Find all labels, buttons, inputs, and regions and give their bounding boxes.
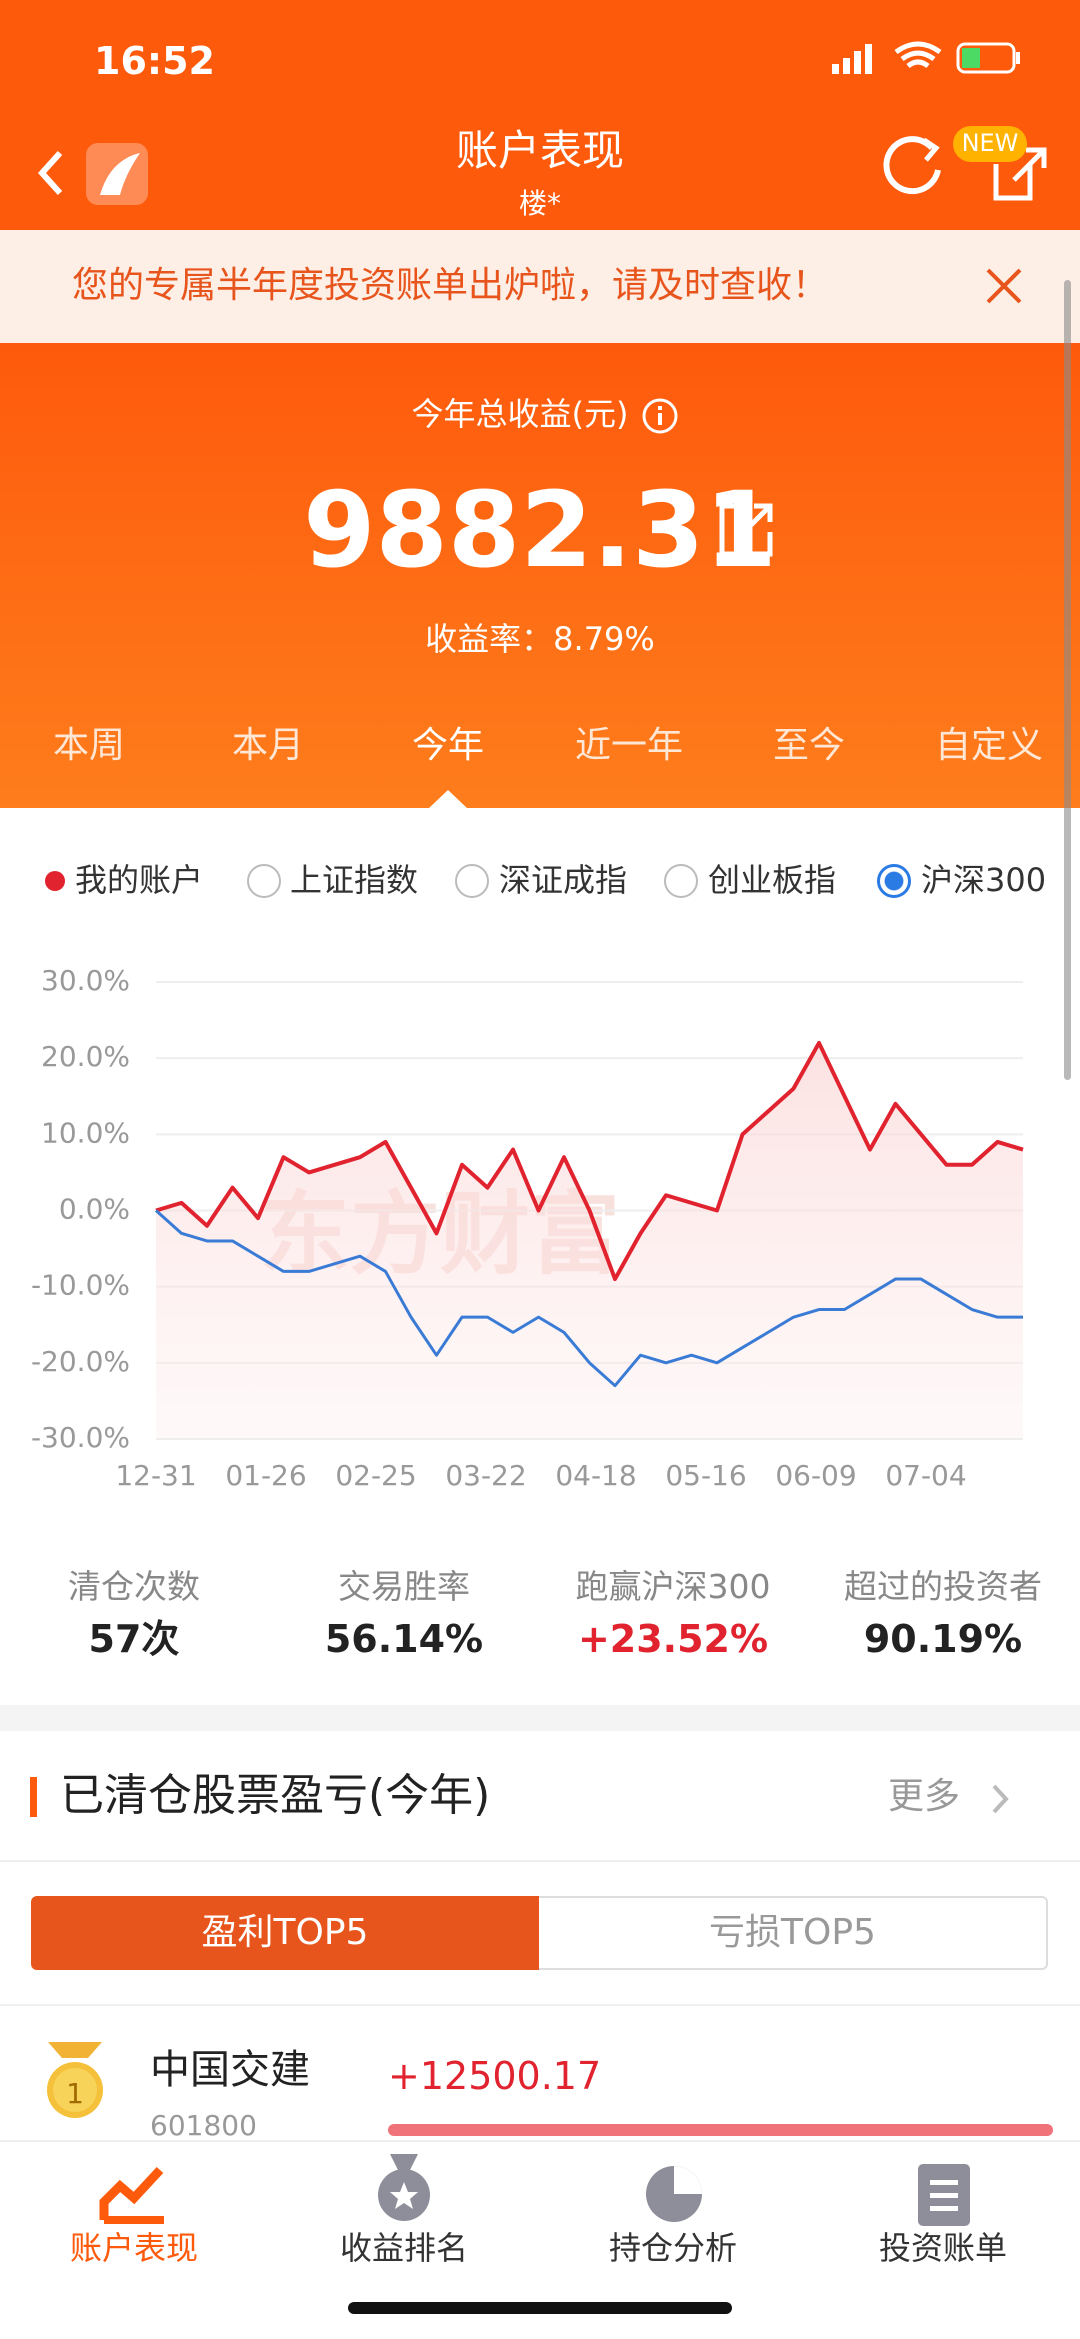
x-tick-label: 01-26 [225,1459,306,1492]
new-badge: NEW [961,129,1019,157]
period-tab[interactable]: 本月 [231,725,304,766]
period-tab[interactable]: 自定义 [934,725,1043,766]
summary-bg [0,343,1080,808]
stat-label: 超过的投资者 [844,1567,1042,1606]
y-tick-label: 30.0% [41,964,130,997]
share-icon[interactable] [716,500,776,560]
rank: 1 [66,2077,84,2110]
divider [0,1860,1080,1862]
area [156,1042,1023,1439]
x-tick-label: 04-18 [555,1459,636,1492]
status-icons [832,41,1020,74]
period-tab[interactable]: 今年 [411,725,484,766]
y-tick-label: -10.0% [31,1269,130,1302]
stat-value: 57次 [88,1617,180,1661]
y-tick-label: -20.0% [31,1345,130,1378]
legend-marker[interactable] [877,864,911,898]
banner-text: 您的专属半年度投资账单出炉啦，请及时查收！ [72,265,829,306]
x-tick-label: 06-09 [775,1459,856,1492]
y-tick-label: 10.0% [41,1116,130,1149]
toggle-label: 盈利TOP5 [201,1912,369,1953]
stats-row: 清仓次数 57次 交易胜率 56.14% 跑赢沪深300 +23.52% 超过的投资者 90.… [0,1560,1080,1670]
y-tick-label: -30.0% [31,1421,130,1454]
stock-code: 601800 [150,2109,257,2142]
nav-labels: 账户表现 收益排名 持仓分析 投资账单 [0,2232,1080,2272]
stat-label: 清仓次数 [68,1567,200,1606]
stat-value: 90.19% [863,1617,1023,1661]
x-tick-label: 03-22 [445,1459,526,1492]
toggle-inactive[interactable] [539,1896,1048,1970]
legend-marker[interactable] [455,864,489,898]
period-tab[interactable]: 至今 [772,725,845,766]
x-tick-label: 12-31 [115,1459,196,1492]
separator [0,1705,1080,1731]
home-indicator [348,2302,732,2314]
y-tick-label: 0.0% [59,1193,130,1226]
stat-value: 56.14% [324,1617,484,1661]
profit-bar [388,2124,1053,2136]
medal [47,2042,103,2118]
more-arrow [992,1784,1009,1814]
scrollbar [1064,280,1071,1080]
x-tick-label: 07-04 [885,1459,966,1492]
x-tick-label: 02-25 [335,1459,416,1492]
summary-value: 9882.31 [303,469,777,591]
period-tab[interactable]: 本周 [52,725,125,766]
info-icon[interactable] [640,396,680,436]
header-bg [0,0,1080,230]
legend-marker[interactable] [45,871,65,891]
banner-close[interactable] [984,266,1024,306]
x-tick-label: 05-16 [665,1459,746,1492]
stat-value: +23.52% [577,1617,769,1661]
legend-marker[interactable] [247,864,281,898]
new-badge-bg [953,126,1027,162]
nav-icons [99,2154,970,2226]
stat-label: 交易胜率 [338,1567,470,1606]
chart-legend: 我的账户 上证指数 深证成指 创业板指 沪深300 [0,860,1080,904]
legend-label[interactable]: 创业板指 [708,861,837,899]
legend-label[interactable]: 沪深300 [921,861,1047,899]
toggle-active[interactable] [31,1896,539,1970]
more-link[interactable]: 更多 [888,1776,961,1817]
legend-label[interactable]: 深证成指 [499,861,628,899]
stock-name[interactable]: 中国交建 [150,2047,310,2093]
line-chart: 东方财富 30.0%20.0%10.0%0.0%-10.0%-20.0%-30.… [31,964,1024,1492]
stock-profit: +12500.17 [388,2054,602,2098]
divider [0,2004,1080,2006]
summary-rate: 收益率：8.79% [425,620,655,658]
legend-marker[interactable] [664,864,698,898]
nav-label[interactable]: 账户表现 [69,2229,198,2267]
stat-label: 跑赢沪深300 [575,1567,771,1606]
status-time: 16:52 [94,39,215,83]
header-actions[interactable] [870,130,1060,210]
tab-indicator [428,790,468,809]
nav-label[interactable]: 持仓分析 [608,2229,737,2267]
banner[interactable] [0,230,1080,343]
legend-label[interactable]: 上证指数 [290,861,419,899]
line [155,1040,1024,1282]
toggle-label: 亏损TOP5 [709,1912,876,1953]
summary-label: 今年总收益(元) [411,395,629,433]
period-tabs: 本周 本月 今年 近一年 至今 自定义 [0,720,1080,770]
y-tick-label: 20.0% [41,1040,130,1073]
line [154,1209,1023,1388]
page-subtitle: 楼* [518,187,561,220]
section-title: 已清仓股票盈亏(今年) [60,1770,491,1821]
nav-label[interactable]: 投资账单 [878,2229,1007,2267]
back-logo[interactable] [30,135,160,215]
legend-label[interactable]: 我的账户 [75,861,204,899]
section-bar [30,1777,37,1817]
page-title: 账户表现 [455,126,624,175]
nav-label[interactable]: 收益排名 [339,2229,468,2267]
period-tab[interactable]: 近一年 [574,725,683,766]
